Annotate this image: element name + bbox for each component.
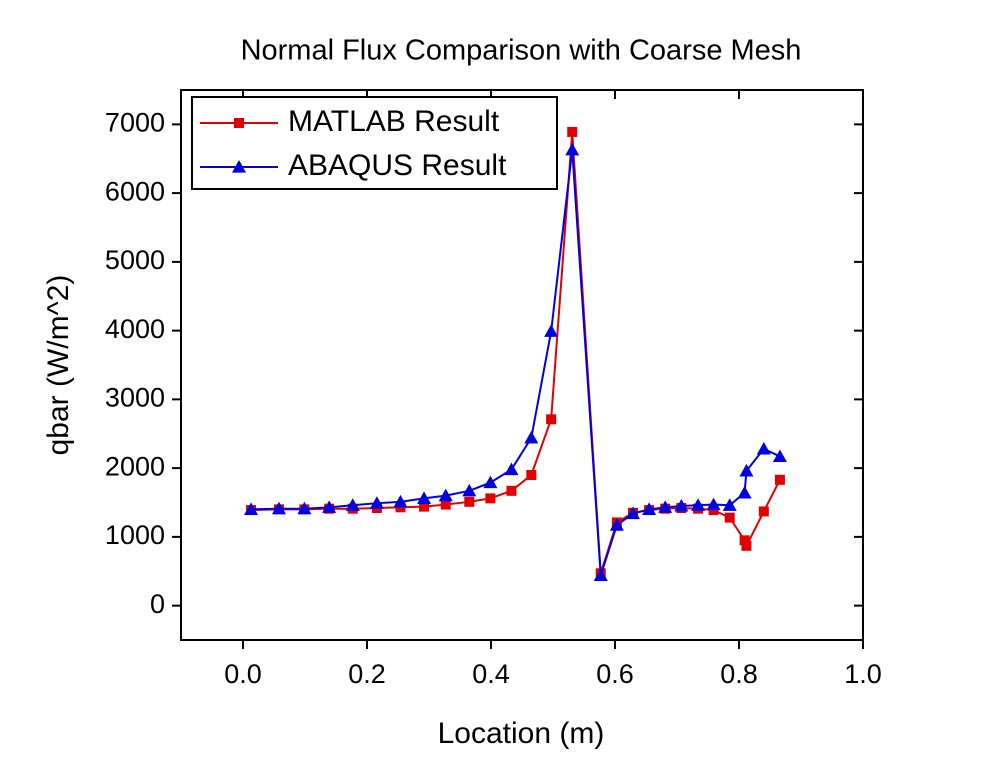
triangle-marker	[369, 496, 384, 509]
x-axis-label: Location (m)	[438, 717, 605, 750]
triangle-marker	[297, 501, 312, 515]
triangle-marker	[658, 500, 673, 513]
triangle-marker	[691, 498, 706, 511]
triangle-marker	[642, 502, 657, 515]
y-tick-label: 6000	[105, 176, 165, 206]
y-tick-label: 0	[150, 589, 165, 619]
legend-label: MATLAB Result	[288, 105, 500, 138]
triangle-marker	[244, 502, 259, 515]
plot-frame	[180, 89, 864, 641]
y-tick-label: 1000	[105, 520, 165, 550]
triangle-marker	[706, 497, 721, 511]
triangle-marker	[438, 488, 453, 502]
square-marker	[774, 474, 785, 485]
x-tick-label: 0.2	[348, 659, 386, 689]
triangle-marker	[674, 498, 689, 512]
triangle-marker	[322, 500, 337, 513]
x-tick-label: 0.8	[720, 659, 758, 689]
triangle-marker	[345, 498, 360, 511]
square-marker	[464, 496, 475, 507]
triangle-marker	[737, 485, 752, 499]
y-tick-label: 3000	[105, 383, 165, 413]
square-marker	[234, 118, 244, 128]
x-tick-label: 0.0	[224, 659, 262, 689]
y-tick-label: 7000	[105, 108, 165, 138]
triangle-marker	[756, 441, 771, 455]
triangle-marker	[722, 498, 737, 511]
triangle-marker	[593, 568, 608, 581]
series-line	[251, 149, 781, 576]
triangle-marker	[483, 475, 498, 489]
chart-title: Normal Flux Comparison with Coarse Mesh	[241, 35, 802, 67]
legend-box	[191, 96, 558, 190]
triangle-marker	[625, 506, 640, 520]
y-tick-label: 5000	[105, 245, 165, 275]
square-marker	[739, 535, 750, 546]
triangle-marker	[417, 491, 432, 504]
square-marker	[506, 485, 517, 496]
triangle-marker	[609, 518, 624, 531]
triangle-marker	[504, 462, 519, 476]
triangle-marker	[565, 142, 580, 156]
legend: MATLAB Result ABAQUS Result	[191, 96, 558, 190]
square-marker	[485, 493, 496, 504]
triangle-marker	[462, 483, 477, 497]
square-marker	[546, 414, 557, 425]
x-tick-label: 0.6	[596, 659, 634, 689]
square-marker	[567, 126, 578, 137]
triangle-marker	[739, 463, 754, 477]
square-marker	[741, 540, 752, 551]
triangle-marker	[772, 449, 787, 463]
square-marker	[724, 512, 735, 523]
square-marker	[758, 506, 769, 517]
triangle-marker	[232, 160, 246, 173]
x-tick-label: 1.0	[844, 659, 882, 689]
y-tick-label: 2000	[105, 451, 165, 481]
series-line	[251, 131, 781, 574]
triangle-marker	[271, 501, 286, 515]
square-marker	[419, 501, 430, 512]
x-tick-label: 0.4	[472, 659, 510, 689]
y-tick-label: 4000	[105, 314, 165, 344]
square-marker	[526, 470, 537, 480]
square-marker	[440, 499, 451, 510]
triangle-marker	[393, 494, 408, 508]
y-axis-label: qbar (W/m^2)	[42, 275, 75, 456]
triangle-marker	[544, 324, 559, 337]
triangle-marker	[524, 430, 539, 444]
legend-label: ABAQUS Result	[288, 149, 507, 182]
